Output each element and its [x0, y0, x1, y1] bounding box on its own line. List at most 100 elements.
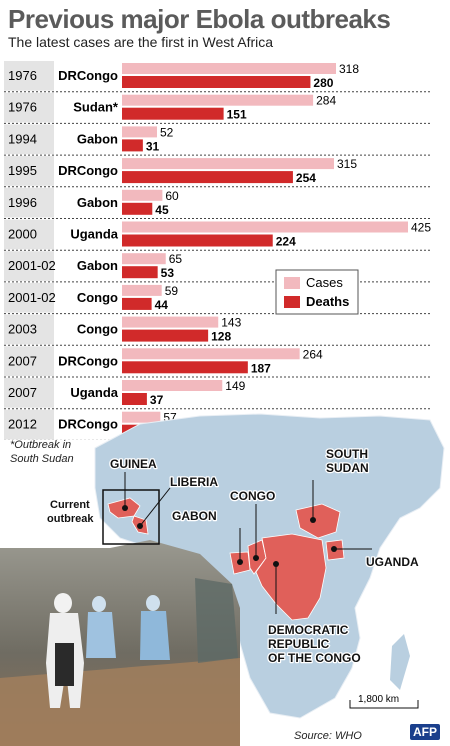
cases-bar	[122, 63, 336, 74]
deaths-bar	[122, 139, 143, 152]
map-label-drc-1: DEMOCRATIC	[268, 623, 349, 637]
year-band	[4, 124, 54, 155]
deaths-bar	[122, 202, 153, 215]
cases-bar	[122, 126, 157, 138]
map-label-drc-2: REPUBLIC	[268, 637, 330, 651]
cases-bar	[122, 380, 223, 391]
deaths-value: 187	[251, 361, 271, 375]
cases-value: 284	[316, 94, 336, 108]
cases-bar	[122, 94, 314, 106]
current-outbreak-box	[102, 489, 160, 545]
deaths-bar	[122, 297, 152, 310]
footnote: *Outbreak in South Sudan	[10, 438, 74, 466]
deaths-value: 280	[313, 76, 333, 90]
year-band	[4, 378, 54, 408]
map-label-current: Current	[50, 499, 90, 511]
cases-value: 59	[165, 284, 179, 298]
cases-bar	[122, 253, 166, 265]
drc-region	[255, 533, 327, 621]
country-label: DRCongo	[58, 68, 118, 83]
year-band	[4, 314, 54, 345]
map-label-liberia: LIBERIA	[170, 475, 218, 489]
year-band	[4, 92, 54, 123]
country-label: Sudan*	[73, 100, 119, 115]
footnote-line-2: South Sudan	[10, 453, 74, 465]
map-label-uganda: UGANDA	[366, 555, 419, 569]
cases-bar	[122, 189, 163, 201]
map-label-congo: CONGO	[230, 489, 275, 503]
year-label: 2007	[8, 353, 37, 368]
year-band	[4, 282, 54, 313]
year-label: 2007	[8, 385, 37, 400]
map-label-outbreak: outbreak	[47, 513, 94, 525]
cases-value: 264	[303, 347, 323, 361]
deaths-bar	[122, 107, 224, 120]
country-label: Gabon	[77, 131, 118, 146]
chart-title: Previous major Ebola outbreaks	[8, 4, 391, 34]
year-label: 1994	[8, 131, 37, 146]
cases-value: 52	[160, 125, 174, 139]
country-label: Uganda	[70, 227, 118, 242]
cases-bar	[122, 221, 408, 233]
year-band	[4, 251, 54, 281]
map-label-south: SOUTH	[326, 447, 368, 461]
deaths-bar	[122, 266, 158, 279]
chart-legend: Cases Deaths	[275, 269, 359, 315]
country-label: Congo	[77, 290, 118, 305]
year-label: 2000	[8, 227, 37, 242]
cases-bar	[122, 158, 334, 170]
cases-value: 65	[169, 252, 183, 266]
deaths-value: 224	[276, 235, 296, 249]
country-label: Gabon	[77, 195, 118, 210]
map-label-gabon: GABON	[172, 509, 217, 523]
year-band	[4, 409, 54, 440]
map-label-guinea: GUINEA	[110, 457, 157, 471]
year-band	[4, 61, 54, 91]
year-label: 1976	[8, 100, 37, 115]
cases-value: 149	[225, 379, 245, 393]
source-note: Source: WHO	[294, 730, 362, 742]
country-label: DRCongo	[58, 353, 118, 368]
deaths-value: 37	[150, 393, 164, 407]
deaths-value: 128	[211, 330, 231, 344]
year-band	[4, 346, 54, 376]
deaths-value: 254	[296, 171, 316, 185]
deaths-bar	[122, 171, 293, 184]
deaths-bar	[122, 76, 311, 88]
cases-bar	[122, 411, 161, 423]
year-label: 2001-02	[8, 290, 56, 305]
legend-swatch-cases	[284, 277, 300, 289]
afp-logo: AFP	[410, 724, 440, 740]
deaths-bar	[122, 234, 273, 247]
year-label: 1995	[8, 163, 37, 178]
health-worker-figures	[46, 578, 238, 708]
year-label: 1996	[8, 195, 37, 210]
deaths-value: 53	[161, 266, 175, 280]
year-band	[4, 219, 54, 250]
year-label: 2003	[8, 322, 37, 337]
year-label: 1976	[8, 68, 37, 83]
cases-value: 425	[411, 221, 431, 235]
scale-bar: 1,800 km	[349, 694, 419, 709]
scale-label: 1,800 km	[358, 694, 399, 705]
leader-lines	[124, 472, 372, 614]
cases-bar	[122, 284, 162, 296]
africa-map: GUINEA LIBERIA Current outbreak GABON CO…	[0, 413, 445, 746]
country-label: Gabon	[77, 258, 118, 273]
bar-chart: 1976 DRCongo 318 280 1976 Sudan* 284 151 1994 Gab…	[4, 61, 432, 440]
year-label: 2001-02	[8, 258, 56, 273]
madagascar	[390, 634, 410, 690]
country-label: Uganda	[70, 385, 118, 400]
cases-value: 315	[337, 157, 357, 171]
country-label: Congo	[77, 322, 118, 337]
deaths-bar	[122, 329, 209, 342]
legend-label-cases: Cases	[306, 275, 343, 290]
deaths-value: 31	[146, 139, 160, 153]
deaths-value: 45	[155, 203, 169, 217]
country-label: DRCongo	[58, 417, 118, 432]
legend-swatch-deaths	[284, 296, 300, 308]
cases-bar	[122, 348, 300, 360]
country-label: DRCongo	[58, 163, 118, 178]
deaths-value: 44	[155, 298, 169, 312]
footnote-line-1: *Outbreak in	[10, 439, 72, 451]
